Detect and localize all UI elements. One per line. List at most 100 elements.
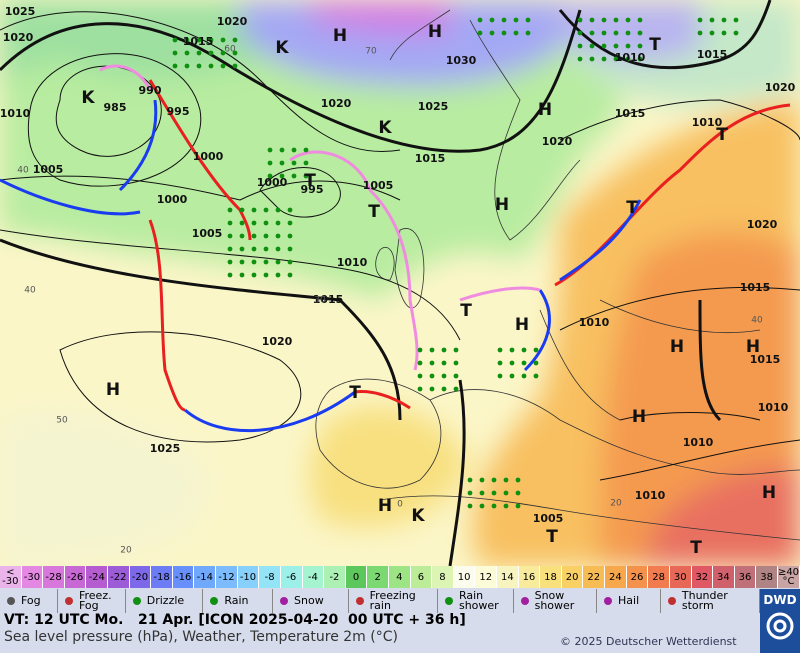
rain-dot [239,207,245,213]
rain-dot [275,207,281,213]
pressure-system-letter: H [428,22,442,42]
rain-dot [467,490,473,496]
legend-label: Thunder storm [681,589,728,612]
pressure-system-letter: K [275,38,289,58]
rain-dot [303,160,309,166]
legend-icon-shape [132,597,141,605]
scale-cell: -16 [172,566,195,588]
rain-dot [453,347,459,353]
rain-dot [477,17,483,23]
rain-dot [275,233,281,239]
rain-dot [239,259,245,265]
legend-icon-shape [520,597,529,605]
temperature-scale: < -30 -30 -28 -26 -24 -22 -20 -18 -16 -14 -12 -10 -8… [0,566,800,588]
isotherm-label: 60 [224,45,236,55]
scale-cell: 36 [734,566,757,588]
rain-dot [467,503,473,509]
legend-item: Rain shower [438,589,514,613]
rain-dot [184,63,190,69]
rain-dot [251,246,257,252]
legend-label: Freezing rain [369,589,416,612]
rain-dot [601,17,607,23]
pressure-label: 1005 [33,163,64,176]
rain-dot [196,37,202,43]
rain-dot [721,17,727,23]
rain-dot [497,347,503,353]
scale-cell: < -30 [0,566,22,588]
pressure-label: 1020 [542,135,573,148]
isotherm-label: 70 [365,47,377,57]
warm-front [148,219,186,412]
legend-icon-shape [355,597,364,605]
rain-dot [429,360,435,366]
rain-dot [291,173,297,179]
pressure-label: 1000 [193,150,224,163]
rain-dot [227,220,233,226]
rain-dot [515,477,521,483]
pressure-label: 1025 [5,5,36,18]
pressure-label: 1030 [446,54,477,67]
rain-dot [232,50,238,56]
pressure-label: 1015 [313,293,344,306]
rain-dot [637,43,643,49]
rain-dot [251,259,257,265]
rain-dot [263,246,269,252]
rain-dot [491,477,497,483]
scale-cell: -18 [151,566,173,588]
rain-dot [513,17,519,23]
scale-cell: 14 [497,566,519,588]
legend-icon [520,597,529,605]
weather-symbols [172,17,739,509]
rain-dot [239,272,245,278]
rain-dot [613,56,619,62]
pressure-system-letter: K [378,118,392,138]
rain-dot [453,373,459,379]
copyright: © 2025 Deutscher Wetterdienst [560,635,737,648]
map-description: Sea level pressure (hPa), Weather, Tempe… [4,629,398,645]
legend-icon [444,597,453,605]
legend-icon [604,597,613,605]
isotherm-label: 40 [751,316,763,326]
legend-icon [7,597,15,605]
rain-dot [467,477,473,483]
rain-dot [589,30,595,36]
rain-dot [208,50,214,56]
pressure-label: 1000 [157,193,188,206]
legend-icon-shape [280,597,289,605]
rain-dot [513,30,519,36]
rain-dot [441,386,447,392]
rain-dot [279,147,285,153]
legend-item: Drizzle [126,589,204,613]
pressure-label: 1020 [765,81,796,94]
legend-label: Rain [224,594,249,607]
legend-icon-shape [667,597,676,605]
rain-dot [503,490,509,496]
rain-dot [267,173,273,179]
pressure-label: 1010 [758,401,789,414]
scale-cell: 24 [605,566,627,588]
rain-dot [613,30,619,36]
rain-dot [503,503,509,509]
scale-cell: -12 [216,566,238,588]
rain-dot [303,147,309,153]
legend-icon [132,597,141,605]
rain-dot [577,30,583,36]
rain-dot [232,37,238,43]
rain-dot [721,30,727,36]
rain-dot [208,63,214,69]
pressure-system-letter: T [626,198,638,218]
rain-dot [251,272,257,278]
rain-dot [509,347,515,353]
scale-cell: 4 [388,566,411,588]
rain-dot [441,360,447,366]
scale-cell: 38 [756,566,778,588]
isotherm-label: 40 [24,286,36,296]
scale-cell: 10 [453,566,476,588]
coastlines [315,9,800,541]
rain-dot [503,477,509,483]
rain-dot [497,373,503,379]
rain-dot [453,386,459,392]
pressure-system-letter: H [495,195,509,215]
legend-icon-shape [604,597,613,605]
